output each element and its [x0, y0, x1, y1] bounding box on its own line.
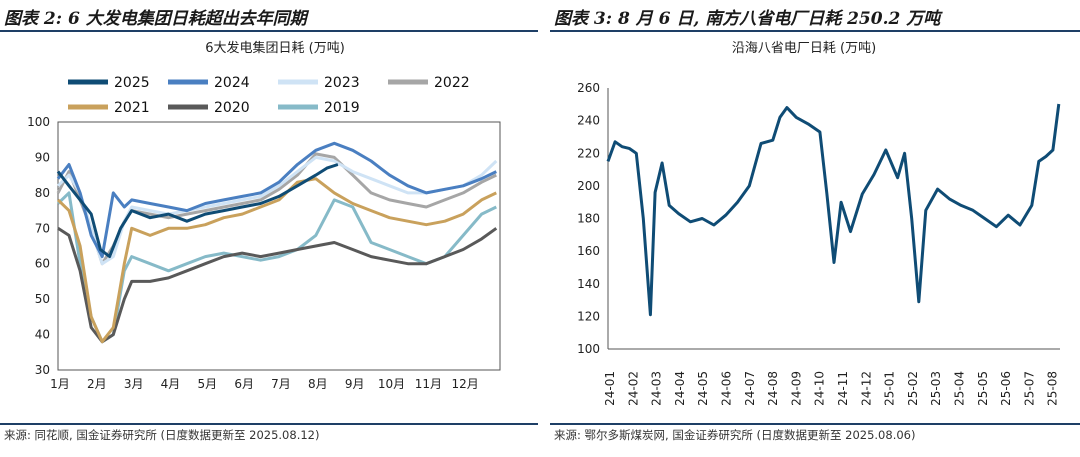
right-y-tick-label: 180	[577, 212, 600, 226]
left-x-tick-label: 6月	[234, 377, 254, 391]
left-source-note: 来源: 同花顺, 国金证券研究所 (日度数据更新至 2025.08.12)	[4, 428, 320, 442]
left-chart-title: 6大发电集团日耗 (万吨)	[205, 40, 345, 56]
left-chart: 6大发电集团日耗 (万吨) 30 40 50 60 70 80 90 100 1月 2月 3月 4月 5…	[27, 40, 501, 391]
left-legend-label: 2023	[324, 75, 360, 91]
left-legend-label: 2025	[114, 75, 150, 91]
left-y-tick-label: 100	[27, 115, 50, 129]
left-x-tick-label: 1月	[50, 377, 70, 391]
left-series-line-2022	[56, 152, 497, 266]
left-y-tick-label: 30	[35, 363, 50, 377]
right-x-tick-label: 25-04	[952, 371, 966, 406]
left-x-tick-label: 11月	[415, 377, 442, 391]
left-y-tick-label: 40	[35, 328, 50, 342]
left-legend-label: 2022	[434, 75, 470, 91]
left-figure-header: 图表 2: 6 大发电集团日耗超出去年同期	[4, 9, 307, 29]
left-top-rule	[0, 30, 538, 32]
right-y-tick-label: 140	[577, 277, 600, 291]
left-bottom-rule	[0, 423, 538, 425]
left-x-tick-label: 2月	[87, 377, 107, 391]
right-x-tick-label: 24-01	[603, 371, 617, 406]
left-x-tick-label: 8月	[308, 377, 328, 391]
right-x-tick-label: 25-01	[883, 371, 897, 406]
right-series-line	[606, 103, 1061, 317]
right-x-tick-label: 25-08	[1046, 371, 1060, 406]
right-x-tick-label: 24-12	[859, 371, 873, 406]
left-x-tick-label: 9月	[345, 377, 365, 391]
right-bottom-rule	[550, 423, 1080, 425]
left-x-tick-label: 3月	[124, 377, 144, 391]
right-x-tick-label: 25-06	[999, 371, 1013, 406]
right-y-tick-label: 240	[577, 114, 600, 128]
left-x-tick-label: 10月	[378, 377, 405, 391]
right-x-tick-label: 25-05	[976, 371, 990, 406]
right-chart-title: 沿海八省电厂日耗 (万吨)	[732, 41, 876, 56]
right-x-tick-label: 24-04	[673, 371, 687, 406]
right-chart: 沿海八省电厂日耗 (万吨) 100 120 140 160 180 200 220 240 26…	[577, 41, 1061, 406]
right-x-tick-label: 24-09	[789, 371, 803, 406]
left-y-tick-label: 60	[35, 257, 50, 271]
right-source-note: 来源: 鄂尔多斯煤炭网, 国金证券研究所 (日度数据更新至 2025.08.06…	[554, 428, 916, 442]
right-x-tick-label: 25-03	[929, 371, 943, 406]
right-x-tick-label: 24-11	[836, 371, 850, 406]
left-series-line-2020	[57, 227, 498, 344]
left-y-tick-label: 70	[35, 221, 50, 235]
right-panel: 图表 3: 8 月 6 日, 南方八省电厂日耗 250.2 万吨 沿海八省电厂日…	[550, 0, 1080, 457]
left-series-line-2021	[56, 177, 497, 344]
left-y-tick-label: 50	[35, 292, 50, 306]
left-series-line-2025	[56, 163, 339, 259]
right-x-tick-label: 24-08	[766, 371, 780, 406]
left-legend-label: 2019	[324, 100, 360, 116]
right-x-tick-label: 25-02	[906, 371, 920, 406]
right-x-tick-label: 24-10	[813, 371, 827, 406]
left-x-tick-label: 5月	[198, 377, 218, 391]
left-legend-label: 2021	[114, 100, 150, 116]
right-y-tick-label: 100	[577, 342, 600, 356]
left-series-line-2024	[56, 141, 497, 259]
right-x-tick-label: 25-07	[1022, 371, 1036, 406]
right-y-tick-label: 160	[577, 244, 600, 258]
right-y-tick-label: 200	[577, 179, 600, 193]
right-x-tick-label: 24-07	[743, 371, 757, 406]
left-panel: 图表 2: 6 大发电集团日耗超出去年同期 6大发电集团日耗 (万吨) 30 40…	[0, 0, 538, 457]
left-legend-label: 2024	[214, 75, 250, 91]
left-y-tick-label: 90	[35, 150, 50, 164]
right-x-tick-label: 24-06	[719, 371, 733, 406]
right-y-tick-label: 220	[577, 146, 600, 160]
left-x-tick-label: 7月	[271, 377, 291, 391]
left-y-tick-label: 80	[35, 186, 50, 200]
left-x-tick-label: 4月	[161, 377, 181, 391]
right-x-tick-label: 24-05	[696, 371, 710, 406]
right-y-tick-label: 120	[577, 309, 600, 323]
right-figure-header: 图表 3: 8 月 6 日, 南方八省电厂日耗 250.2 万吨	[554, 9, 941, 29]
left-legend-label: 2020	[214, 100, 250, 116]
right-top-rule	[550, 30, 1080, 32]
right-y-tick-label: 260	[577, 81, 600, 95]
left-x-tick-label: 12月	[452, 377, 479, 391]
left-plot-frame	[57, 121, 501, 371]
left-series-line-2023	[56, 155, 498, 266]
right-x-tick-label: 24-02	[626, 371, 640, 406]
right-x-tick-label: 24-03	[650, 371, 664, 406]
